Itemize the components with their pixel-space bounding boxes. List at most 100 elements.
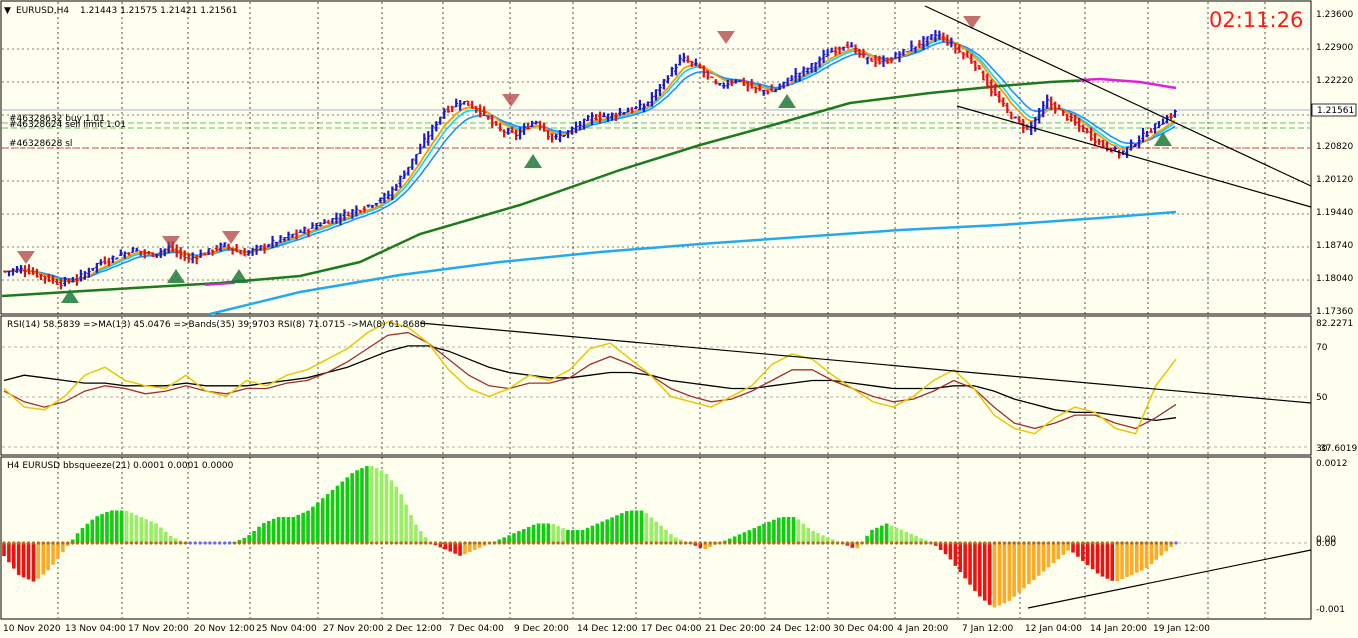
squeeze-dot: [821, 541, 825, 545]
squeeze-dot: [95, 541, 99, 545]
squeeze-dot: [634, 541, 639, 545]
squeeze-dot: [688, 541, 693, 545]
squeeze-dot: [1130, 541, 1134, 545]
rsi-tick: 70: [1316, 343, 1328, 353]
buy-arrow-icon: [778, 94, 796, 108]
squeeze-dot: [281, 541, 286, 545]
squeeze-dot: [345, 541, 349, 545]
squeeze-dot: [762, 541, 766, 545]
squeeze-dot: [595, 541, 599, 545]
squeeze-dot: [330, 541, 335, 545]
squeeze-dot: [747, 541, 751, 545]
time-tick: 17 Nov 20:00: [128, 624, 189, 634]
squeeze-dot: [889, 541, 894, 545]
squeeze-dot: [836, 541, 840, 545]
squeeze-dot: [782, 541, 786, 545]
price-axis[interactable]: 1.23600 1.22900 1.22220 1.21561 1.20820 …: [1311, 10, 1357, 317]
squeeze-dot: [478, 541, 482, 545]
squeeze-dot: [223, 541, 227, 545]
squeeze-dot: [311, 541, 315, 545]
squeeze-dot: [958, 541, 962, 545]
price-tick: 1.18040: [1316, 274, 1353, 284]
squeeze-dot: [188, 541, 192, 545]
squeeze-dot: [791, 541, 796, 545]
time-tick: 19 Jan 12:00: [1153, 624, 1210, 634]
squeeze-dot: [66, 541, 70, 545]
order-label-buy: #46328632 buy 1.01: [9, 114, 105, 124]
squeeze-dot: [693, 541, 698, 545]
trend-lines[interactable]: [419, 5, 1312, 609]
time-tick: 7 Jan 12:00: [962, 624, 1014, 634]
squeeze-dot: [551, 541, 555, 545]
squeeze-dot: [213, 541, 217, 545]
squeeze-dot: [1081, 541, 1085, 545]
price-tick: 1.17360: [1316, 307, 1353, 317]
squeeze-dot: [1105, 541, 1109, 545]
squeeze-dot: [438, 541, 443, 545]
squeeze-dot: [811, 541, 815, 545]
squeeze-dot: [379, 541, 384, 545]
squeeze-dot: [527, 541, 531, 545]
trend-line-lower: [956, 105, 1312, 208]
squeeze-dot: [1144, 541, 1149, 545]
squeeze-dot: [198, 541, 202, 545]
squeeze-dot: [1076, 541, 1080, 545]
squeeze-dot: [909, 541, 913, 545]
squeeze-dot: [1086, 541, 1090, 545]
squeeze-dot: [473, 541, 477, 545]
squeeze-dot: [1002, 541, 1006, 545]
squeeze-dot: [75, 541, 80, 545]
squeeze-dot: [605, 541, 609, 545]
squeeze-dot: [340, 541, 344, 545]
squeeze-dot: [576, 541, 580, 545]
price-tick: 1.22220: [1316, 76, 1353, 86]
buy-arrow-icon: [167, 269, 185, 283]
squeeze-dot: [953, 541, 957, 545]
squeeze-dot: [61, 541, 65, 545]
symbol-label: EURUSD,H4: [16, 6, 69, 16]
squeeze-tick: 0.00: [1316, 539, 1336, 549]
current-price-box: [1311, 103, 1357, 117]
squeeze-dot: [502, 541, 506, 545]
squeeze-dot: [983, 541, 987, 545]
squeeze-dot: [1012, 541, 1016, 545]
squeeze-dot: [164, 541, 168, 545]
squeeze-dot: [1017, 541, 1021, 545]
squeeze-dot: [277, 541, 281, 545]
squeeze-dot: [443, 541, 447, 545]
time-tick: 24 Dec 12:00: [770, 624, 831, 634]
squeeze-dot: [801, 541, 805, 545]
symbol-triangle-icon[interactable]: ▼: [4, 6, 11, 16]
squeeze-axis[interactable]: 0.0012 0.00 0.00 -0.001: [1316, 459, 1348, 615]
squeeze-dot: [375, 541, 379, 545]
trend-line-upper: [924, 5, 1312, 187]
squeeze-dot: [541, 541, 546, 545]
squeeze-dot: [988, 541, 992, 545]
price-tick: 1.18740: [1316, 241, 1353, 251]
squeeze-dot: [644, 541, 648, 545]
squeeze-dot: [203, 541, 207, 545]
squeeze-dot: [227, 541, 232, 545]
squeeze-dot: [919, 541, 923, 545]
squeeze-dot: [561, 541, 565, 545]
squeeze-dot: [134, 541, 139, 545]
squeeze-dot: [174, 541, 178, 545]
squeeze-dot: [272, 541, 276, 545]
squeeze-dot: [777, 541, 781, 545]
signal-arrows: [17, 16, 1172, 303]
squeeze-dot: [149, 541, 153, 545]
ma-magenta-line: [204, 282, 236, 286]
squeeze-dot: [237, 541, 241, 545]
squeeze-dot: [183, 541, 188, 545]
time-axis[interactable]: 10 Nov 2020 13 Nov 04:00 17 Nov 20:00 20 No…: [3, 624, 1210, 634]
squeeze-dot: [7, 541, 11, 545]
squeeze-dot: [1037, 541, 1041, 545]
rsi-axis[interactable]: 82.2271 70 50 37.6019 30: [1316, 319, 1357, 454]
squeeze-dot: [144, 541, 148, 545]
sell-arrow-icon: [162, 236, 180, 249]
squeeze-dot: [728, 541, 732, 545]
squeeze-dot: [963, 541, 967, 545]
squeeze-dot: [139, 541, 143, 545]
squeeze-histogram: [2, 466, 1178, 608]
